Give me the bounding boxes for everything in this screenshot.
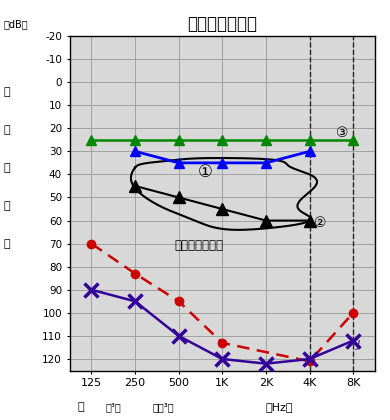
Text: ル: ル [4, 239, 11, 249]
Text: J: J [357, 340, 360, 350]
Text: ゛³波: ゛³波 [105, 402, 121, 412]
Text: ③: ③ [336, 126, 348, 140]
Title: オージオグラム: オージオグラム [187, 15, 257, 33]
Text: レ: レ [4, 163, 11, 173]
Text: 力: 力 [4, 125, 11, 135]
Text: （Hz）: （Hz） [265, 402, 293, 412]
Text: 聴: 聴 [4, 87, 11, 97]
Text: （dB）: （dB） [4, 19, 28, 29]
Text: ①: ① [197, 163, 212, 181]
Text: す³数: す³数 [152, 402, 174, 412]
Text: スピーチバナナ: スピーチバナナ [174, 239, 223, 252]
Text: 周: 周 [78, 402, 85, 412]
Text: べ: べ [4, 201, 11, 211]
Text: ②: ② [314, 216, 326, 230]
